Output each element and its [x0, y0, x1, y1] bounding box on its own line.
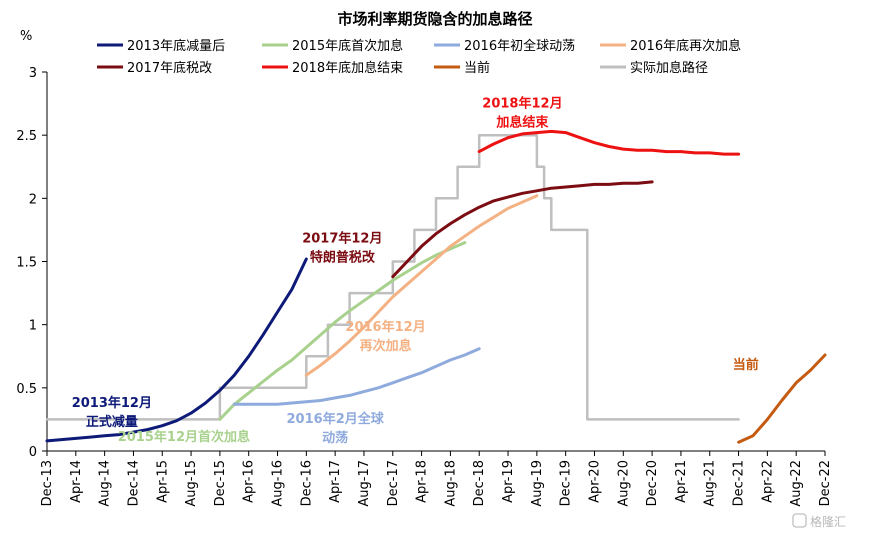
- x-tick-label: Dec-14: [126, 460, 141, 506]
- legend-label-0: 2013年底减量后: [127, 38, 225, 54]
- x-tick-label: Aug-15: [184, 460, 199, 507]
- legend-label-1: 2015年底首次加息: [292, 38, 403, 54]
- y-axis: 0 0.5 1 1.5 2 2.5 3: [16, 66, 48, 460]
- annotation-1-line-0: 2015年12月首次加息: [118, 429, 250, 445]
- x-tick-label: Dec-17: [386, 460, 401, 506]
- x-tick-label: Dec-20: [645, 460, 660, 506]
- watermark: 格隆汇: [792, 513, 846, 529]
- x-tick-label: Apr-22: [760, 460, 775, 503]
- x-tick-label: Dec-22: [818, 460, 833, 506]
- series-line-6: [737, 353, 827, 444]
- x-tick-label: Apr-20: [587, 460, 602, 503]
- legend: 2013年底减量后 2015年底首次加息 2016年初全球动荡 2016年底再次加息 2…: [97, 38, 741, 76]
- series-line-2: [232, 347, 481, 406]
- x-tick-label: Apr-14: [69, 460, 84, 503]
- x-tick-label: Apr-17: [328, 460, 343, 503]
- x-tick-label: Dec-15: [213, 460, 228, 506]
- legend-label-6: 当前: [464, 60, 490, 76]
- annotation-2-line-1: 动荡: [322, 430, 348, 446]
- x-tick-label: Aug-16: [271, 460, 286, 507]
- x-tick-label: Dec-21: [732, 460, 747, 506]
- x-tick-label: Aug-14: [98, 460, 113, 507]
- y-tick-label: 2.5: [16, 129, 37, 144]
- series-line-5: [477, 129, 741, 156]
- y-tick-label: 0: [29, 445, 37, 460]
- annotation-3-line-0: 2016年12月: [345, 319, 425, 335]
- x-tick-label: Apr-15: [155, 460, 170, 503]
- series-line-0: [45, 257, 308, 443]
- x-tick-label: Aug-20: [616, 460, 631, 507]
- plot-area: [45, 129, 827, 444]
- watermark-text: 格隆汇: [810, 514, 846, 529]
- y-tick-label: 3: [29, 66, 37, 81]
- legend-label-7: 实际加息路径: [630, 60, 708, 76]
- x-axis: Dec-13 Apr-14 Aug-14 Dec-14 Apr-15 Aug-15 Dec-…: [40, 450, 833, 507]
- y-tick-label: 1.5: [16, 256, 37, 271]
- x-tick-label: Dec-18: [472, 460, 487, 506]
- series-line-1: [218, 241, 467, 421]
- x-tick-label: Aug-22: [789, 460, 804, 507]
- series-line-4: [391, 180, 654, 279]
- x-tick-label: Apr-18: [415, 460, 430, 503]
- x-tick-label: Apr-16: [242, 460, 257, 503]
- legend-label-2: 2016年初全球动荡: [464, 38, 575, 54]
- annotation-3-line-1: 再次加息: [360, 338, 412, 354]
- legend-label-4: 2017年底税改: [127, 60, 212, 76]
- annotation-6-line-0: 当前: [733, 357, 759, 373]
- annotation-0-line-0: 2013年12月: [72, 395, 152, 411]
- y-tick-label: 1: [29, 319, 37, 334]
- x-tick-label: Aug-18: [443, 460, 458, 507]
- x-tick-label: Dec-16: [299, 460, 314, 506]
- x-tick-label: Apr-21: [674, 460, 689, 503]
- x-tick-label: Aug-19: [530, 460, 545, 507]
- annotation-2-line-0: 2016年2月全球: [287, 411, 385, 427]
- annotation-0-line-1: 正式减量: [86, 414, 138, 430]
- x-tick-label: Apr-19: [501, 460, 516, 503]
- y-tick-label: 0.5: [16, 382, 37, 397]
- x-tick-label: Aug-17: [357, 460, 372, 507]
- x-tick-label: Dec-13: [40, 460, 55, 506]
- annotation-4-line-0: 2017年12月: [302, 231, 382, 247]
- legend-label-5: 2018年底加息结束: [292, 60, 403, 76]
- annotation-4-line-1: 特朗普税改: [310, 250, 376, 266]
- series-line-7: [45, 133, 740, 421]
- y-axis-unit: %: [20, 29, 32, 44]
- series-line-3: [304, 194, 539, 377]
- x-tick-label: Aug-21: [703, 460, 718, 507]
- annotation-5-line-1: 加息结束: [495, 114, 549, 130]
- watermark-logo-icon: [792, 513, 807, 528]
- chart-title: 市场利率期货隐含的加息路径: [337, 10, 532, 28]
- y-tick-label: 2: [29, 192, 37, 207]
- annotation-5-line-0: 2018年12月: [482, 95, 562, 111]
- legend-label-3: 2016年底再次加息: [630, 38, 741, 54]
- x-tick-label: Dec-19: [559, 460, 574, 506]
